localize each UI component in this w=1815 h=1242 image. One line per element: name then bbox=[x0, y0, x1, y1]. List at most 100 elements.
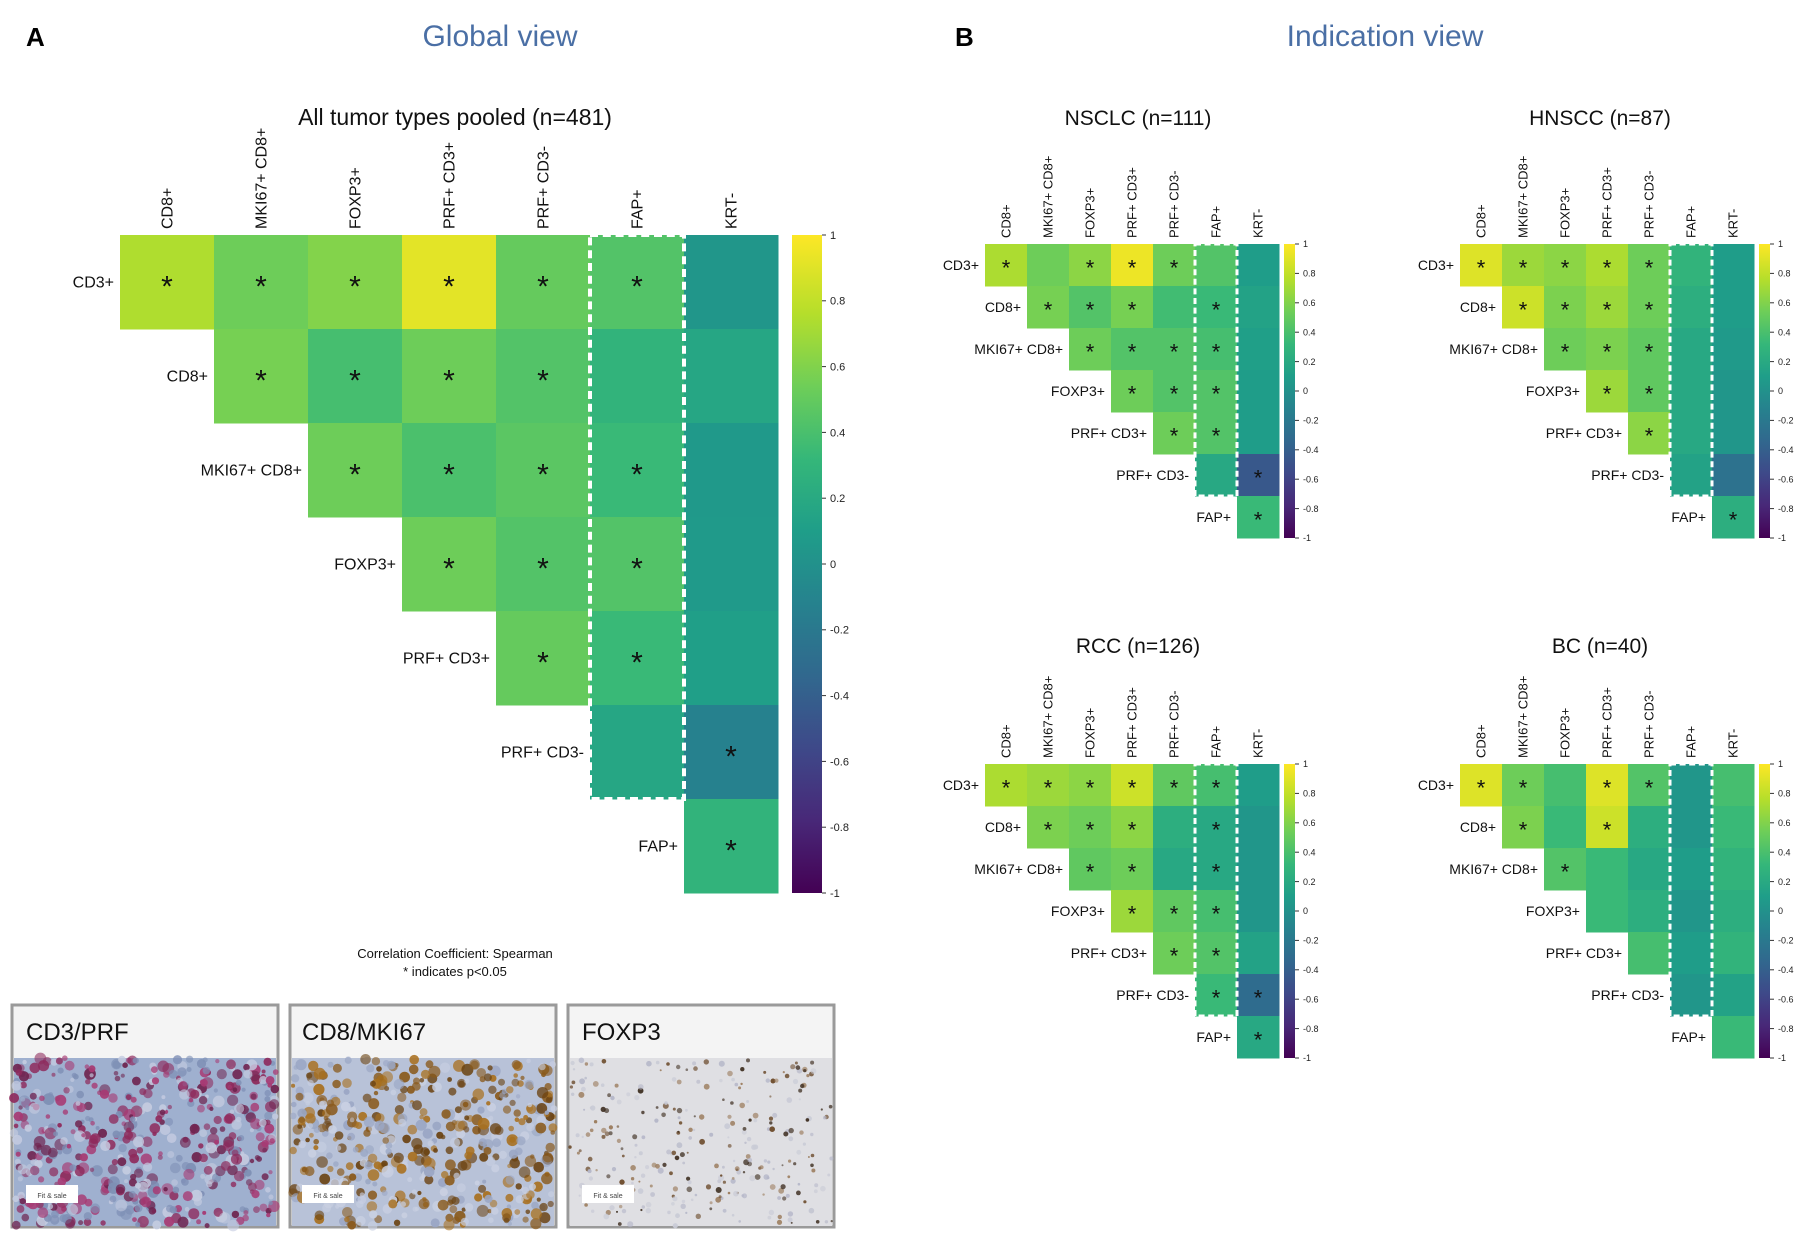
tissue-speck bbox=[742, 1171, 746, 1174]
tissue-speck bbox=[411, 1189, 417, 1195]
tissue-speck bbox=[571, 1092, 575, 1097]
heatmap-cell bbox=[1027, 244, 1070, 287]
column-label: FAP+ bbox=[1209, 726, 1224, 758]
tissue-speck bbox=[780, 1184, 786, 1190]
row-label: FAP+ bbox=[1196, 1029, 1231, 1045]
significance-star: * bbox=[443, 364, 455, 397]
tissue-speck bbox=[332, 1063, 342, 1073]
significance-star: * bbox=[1561, 860, 1570, 885]
tissue-speck bbox=[133, 1136, 144, 1148]
tissue-speck bbox=[91, 1165, 103, 1177]
tissue-speck bbox=[172, 1055, 183, 1065]
tissue-speck bbox=[243, 1063, 250, 1071]
significance-star: * bbox=[1645, 776, 1654, 801]
tissue-speck bbox=[125, 1094, 132, 1100]
tissue-speck bbox=[749, 1175, 756, 1182]
heatmap-cell bbox=[496, 329, 591, 424]
significance-star: * bbox=[1519, 256, 1528, 281]
tissue-speck bbox=[117, 1157, 127, 1167]
tissue-speck bbox=[132, 1217, 137, 1222]
tissue-speck bbox=[69, 1164, 77, 1172]
heatmap-cell bbox=[1670, 370, 1713, 413]
tissue-speck bbox=[505, 1193, 514, 1202]
significance-star: * bbox=[537, 270, 549, 303]
row-label: CD3+ bbox=[943, 257, 979, 273]
tissue-speck bbox=[488, 1115, 494, 1121]
significance-star: * bbox=[1645, 298, 1654, 323]
tissue-speck bbox=[722, 1165, 725, 1169]
tissue-speck bbox=[464, 1115, 470, 1121]
tissue-speck bbox=[161, 1095, 166, 1100]
row-label: FOXP3+ bbox=[1051, 903, 1105, 919]
tissue-speck bbox=[308, 1060, 319, 1072]
tissue-speck bbox=[266, 1212, 271, 1218]
tissue-speck bbox=[539, 1202, 548, 1212]
tissue-speck bbox=[27, 1151, 37, 1161]
tissue-speck bbox=[188, 1208, 200, 1220]
tissue-speck bbox=[685, 1068, 689, 1071]
tissue-speck bbox=[308, 1149, 317, 1158]
colorbar-tick-label: 0.2 bbox=[1778, 357, 1791, 367]
heatmap-cell bbox=[496, 423, 591, 518]
tissue-speck bbox=[215, 1059, 220, 1064]
tissue-speck bbox=[376, 1075, 388, 1086]
tissue-speck bbox=[795, 1065, 801, 1070]
significance-star: * bbox=[1645, 424, 1654, 449]
tissue-speck bbox=[427, 1140, 434, 1147]
tissue-speck bbox=[183, 1168, 195, 1180]
heatmap-cell bbox=[1111, 328, 1154, 371]
tissue-speck bbox=[163, 1187, 168, 1192]
heatmap-cell bbox=[1586, 890, 1629, 933]
tissue-speck bbox=[115, 1184, 126, 1194]
tissue-speck bbox=[62, 1162, 74, 1174]
tissue-speck bbox=[533, 1161, 544, 1173]
tissue-speck bbox=[334, 1131, 344, 1140]
tissue-speck bbox=[253, 1206, 260, 1213]
tissue-speck bbox=[25, 1105, 30, 1111]
tissue-speck bbox=[180, 1178, 186, 1184]
tissue-speck bbox=[370, 1080, 376, 1087]
row-label: CD3+ bbox=[1418, 257, 1454, 273]
heatmap-cell bbox=[1111, 806, 1154, 849]
tissue-speck bbox=[778, 1187, 785, 1194]
tissue-speck bbox=[483, 1073, 492, 1082]
tissue-speck bbox=[198, 1143, 204, 1149]
tissue-speck bbox=[393, 1079, 405, 1090]
colorbar-tick-label: -0.2 bbox=[1778, 416, 1794, 426]
tissue-speck bbox=[688, 1136, 692, 1140]
significance-star: * bbox=[1561, 256, 1570, 281]
tissue-speck bbox=[607, 1093, 611, 1098]
colorbar-tick-label: -0.8 bbox=[1778, 504, 1794, 514]
tissue-speck bbox=[57, 1149, 63, 1155]
tissue-speck bbox=[616, 1210, 618, 1213]
tissue-speck bbox=[386, 1060, 396, 1070]
tissue-speck bbox=[829, 1156, 834, 1161]
tissue-speck bbox=[443, 1219, 455, 1231]
tissue-speck bbox=[433, 1148, 438, 1153]
tissue-speck bbox=[152, 1131, 157, 1137]
significance-star: * bbox=[1603, 776, 1612, 801]
tissue-speck bbox=[509, 1136, 516, 1143]
tissue-speck bbox=[488, 1217, 494, 1223]
tissue-speck bbox=[638, 1084, 644, 1090]
tissue-speck bbox=[401, 1212, 408, 1219]
tissue-speck bbox=[576, 1151, 580, 1155]
tissue-speck bbox=[328, 1125, 337, 1134]
tissue-speck bbox=[739, 1102, 745, 1109]
tissue-speck bbox=[688, 1127, 693, 1133]
tissue-speck bbox=[265, 1076, 275, 1085]
tissue-speck bbox=[202, 1066, 211, 1075]
heatmap-cell bbox=[1502, 244, 1545, 287]
significance-star: * bbox=[1645, 256, 1654, 281]
heatmap-cell bbox=[1153, 890, 1196, 933]
tissue-speck bbox=[228, 1132, 237, 1140]
significance-star: * bbox=[255, 270, 267, 303]
tissue-speck bbox=[513, 1109, 521, 1117]
tissue-speck bbox=[57, 1123, 62, 1128]
tissue-speck bbox=[587, 1169, 592, 1174]
tissue-speck bbox=[672, 1107, 676, 1111]
heatmap-cell bbox=[1712, 974, 1755, 1017]
tissue-speck bbox=[824, 1220, 829, 1224]
column-label: FOXP3+ bbox=[1083, 188, 1098, 238]
tissue-speck bbox=[367, 1153, 378, 1164]
